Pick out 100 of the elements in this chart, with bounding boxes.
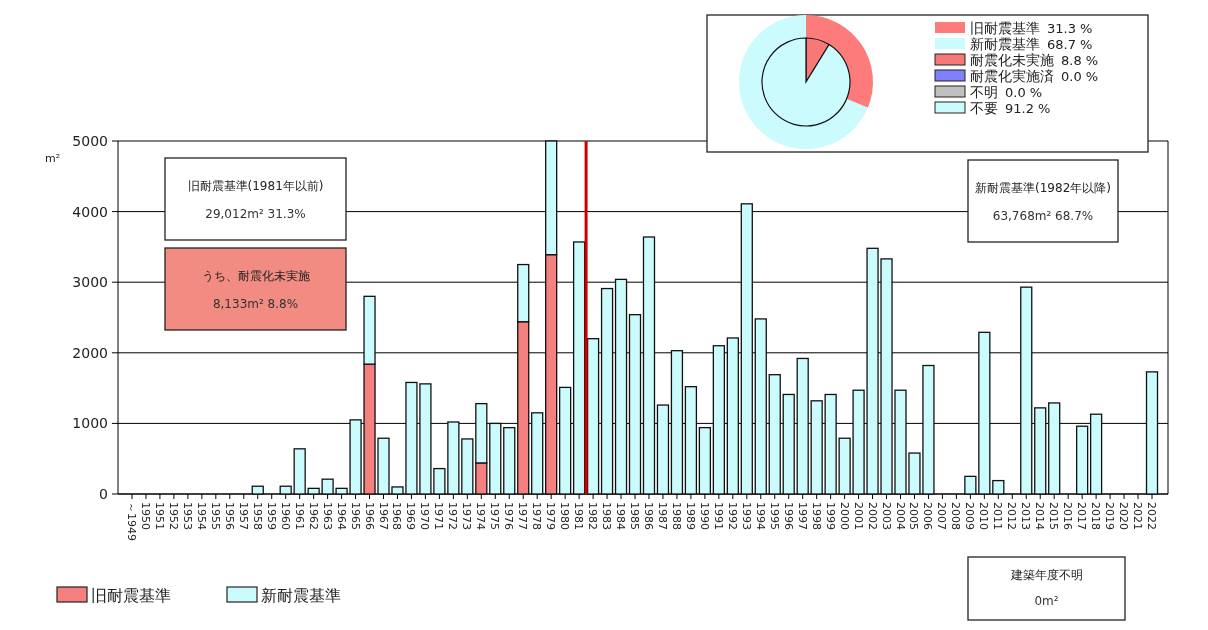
- annotation: うち、耐震化未実施: [201, 269, 310, 283]
- x-tick-label: 2012: [1005, 502, 1019, 530]
- bar: [503, 426, 516, 495]
- bar: [656, 404, 670, 495]
- annotation: 8,133m² 8.8%: [212, 297, 299, 311]
- x-tick-label: 1962: [306, 502, 320, 530]
- x-tick-label: 2004: [893, 502, 907, 530]
- x-tick-label: 1990: [697, 502, 711, 530]
- bar: [992, 479, 1005, 495]
- x-tick-label: 1987: [655, 502, 669, 530]
- x-tick-label: 2014: [1033, 502, 1047, 530]
- x-tick-label: 1996: [781, 502, 795, 530]
- x-tick-label: 1963: [320, 502, 334, 530]
- annotation: 旧耐震基準(1981年以前): [187, 179, 324, 193]
- legend-label: 新耐震基準: [261, 586, 341, 605]
- x-tick-label: 1994: [753, 502, 767, 530]
- bar: [698, 426, 712, 495]
- x-tick-label: 2006: [921, 502, 935, 530]
- x-tick-label: 2003: [879, 502, 893, 530]
- x-tick-label: 2022: [1145, 502, 1159, 530]
- y-axis-title: m²: [45, 152, 61, 165]
- x-tick-label: 2005: [907, 502, 921, 530]
- bar: [1020, 286, 1033, 495]
- bar: [754, 318, 767, 495]
- legend-label: 耐震化実施済: [970, 68, 1054, 84]
- donut-slice: [739, 15, 868, 149]
- bar: [531, 412, 544, 495]
- x-tick-label: 2013: [1019, 502, 1033, 530]
- x-tick-label: 1952: [166, 502, 180, 530]
- x-tick-label: 1986: [641, 502, 655, 530]
- legend-label: 新耐震基準: [970, 36, 1040, 52]
- x-tick-label: 1966: [362, 502, 376, 530]
- bar: [1076, 425, 1089, 495]
- bar: [251, 485, 264, 495]
- x-tick-label: 1974: [474, 502, 488, 530]
- x-tick-label: 1977: [516, 502, 530, 530]
- x-tick-label: 1971: [432, 502, 446, 530]
- bar: [684, 386, 698, 495]
- x-tick-label: 2001: [851, 502, 865, 530]
- x-tick-label: 2002: [865, 502, 879, 530]
- data-label: 8.8 %: [1061, 53, 1099, 68]
- bar: [1145, 371, 1159, 495]
- x-tick-label: 2010: [977, 502, 991, 530]
- x-tick-label: 2009: [963, 502, 977, 530]
- x-tick-label: 1960: [278, 502, 292, 530]
- y-tick-label: 0: [99, 486, 108, 502]
- x-tick-label: 2018: [1089, 502, 1103, 530]
- y-tick-label: 5000: [72, 133, 108, 149]
- x-tick-label: 1991: [711, 502, 725, 530]
- bar: [572, 241, 586, 495]
- x-tick-label: 1957: [236, 502, 250, 530]
- x-tick-label: 1953: [180, 502, 194, 530]
- bar: [489, 422, 502, 495]
- bar: [279, 485, 292, 495]
- text: 0.0 %: [1061, 69, 1099, 84]
- x-tick-label: 1954: [194, 502, 208, 530]
- x-tick-label: 2020: [1117, 502, 1131, 530]
- text: 0.0 %: [1005, 85, 1043, 100]
- x-tick-label: 1975: [488, 502, 502, 530]
- bar: [1089, 413, 1103, 495]
- x-tick-label: 1997: [795, 502, 809, 530]
- x-tick-label: 1984: [614, 502, 628, 530]
- x-tick-label: 1965: [348, 502, 362, 530]
- x-tick-label: 1968: [390, 502, 404, 530]
- x-tick-label: 2000: [837, 502, 851, 530]
- x-tick-label: 1980: [558, 502, 572, 530]
- bar: [796, 357, 809, 495]
- pie-slice: [761, 37, 851, 127]
- x-tick-label: 1970: [418, 502, 432, 530]
- x-tick-label: 1972: [446, 502, 460, 530]
- bar: [600, 287, 614, 495]
- bar: [559, 386, 572, 495]
- x-tick-label: 1985: [628, 502, 642, 530]
- x-tick-label: 2011: [991, 502, 1005, 530]
- x-tick-label: 1961: [292, 502, 306, 530]
- bar: [768, 374, 781, 495]
- x-tick-label: 2008: [949, 502, 963, 530]
- x-tick-label: 1956: [222, 502, 236, 530]
- bar: [782, 393, 795, 495]
- x-tick-label: 1995: [767, 502, 781, 530]
- x-tick-label: 1992: [725, 502, 739, 530]
- x-tick-label: 1955: [208, 502, 222, 530]
- bar: [712, 345, 725, 495]
- y-tick-label: 2000: [72, 344, 108, 361]
- x-tick-label: 1998: [809, 502, 823, 530]
- x-tick-label: 2021: [1131, 502, 1145, 530]
- x-tick-label: 1973: [460, 502, 474, 530]
- text: 建築年度不明: [1009, 568, 1083, 582]
- x-tick-label: 1993: [739, 502, 753, 530]
- bar: [1048, 402, 1061, 495]
- donut-slice: [806, 15, 873, 108]
- x-tick-label: 1988: [669, 502, 683, 530]
- legend-label: 耐震化未実施: [970, 52, 1054, 68]
- y-tick-label: 4000: [72, 203, 108, 220]
- bar: [1034, 407, 1047, 495]
- y-tick-label: 1000: [72, 415, 108, 432]
- x-tick-label: 1989: [683, 502, 697, 530]
- x-tick-label: 1981: [572, 502, 586, 530]
- x-tick-label: 1978: [530, 502, 544, 530]
- x-tick-label: 1999: [823, 502, 837, 530]
